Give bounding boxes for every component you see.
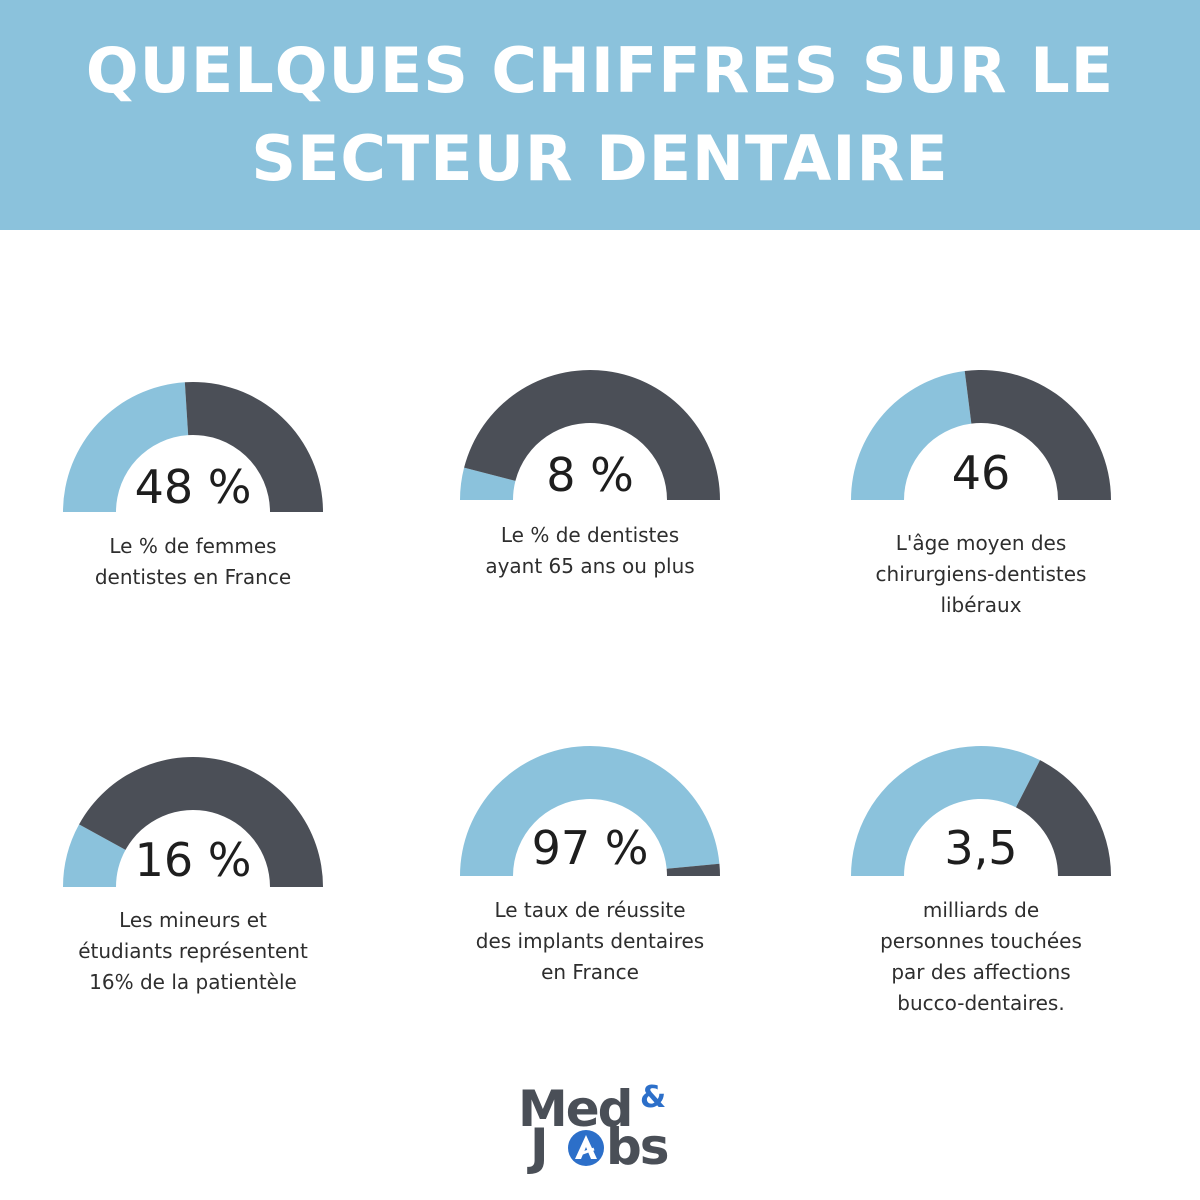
gauge-description: Le % de femmes dentistes en France [23,531,363,593]
gauge-remaining-segment [1015,760,1111,876]
gauge-description: Le taux de réussite des implants dentair… [420,895,760,988]
gauge-filled-segment [460,467,516,500]
a-logo-icon [568,1130,604,1166]
gauge-description-line: milliards de [922,898,1040,922]
gauge-arc [460,745,720,876]
gauge-arc [63,382,323,512]
gauge-description-line: ayant 65 ans ou plus [485,554,695,578]
gauge-description: Les mineurs et étudiants représentent 16… [23,905,363,998]
gauge-filled-segment [851,371,972,500]
gauge-filled-segment [63,382,189,512]
gauge-description-line: chirurgiens-dentistes [875,562,1087,586]
gauge-value: 48 % [134,460,252,514]
gauge-description-line: libéraux [940,593,1022,617]
gauge-value: 97 % [531,821,649,875]
gauge-filled-segment [460,745,720,876]
gauge-description: milliards de personnes touchées par des … [811,895,1151,1019]
gauge-description-line: Le taux de réussite [494,898,686,922]
gauge-description-line: bucco-dentaires. [897,991,1065,1015]
gauge-remaining-segment [666,863,720,876]
gauge-filled-segment [851,746,1041,876]
gauge-remaining-segment [184,382,323,512]
gauge-description-line: des implants dentaires [475,929,705,953]
logo-text-bs: bs [606,1118,670,1176]
gauge-description-line: personnes touchées [880,929,1082,953]
logo-text-j: J [530,1118,549,1176]
gauge-description: Le % de dentistes ayant 65 ans ou plus [420,520,760,582]
gauge-description-line: en France [541,960,639,984]
gauge-filled-segment [63,824,126,887]
gauge-value: 46 [951,446,1011,500]
gauge-remaining-segment [964,370,1111,500]
gauge-description-line: L'âge moyen des [895,531,1067,555]
gauge-description-line: Le % de femmes [109,534,277,558]
gauge-description: L'âge moyen des chirurgiens-dentistes li… [811,528,1151,621]
gauge-description-line: 16% de la patientèle [89,970,297,994]
gauge-description-line: étudiants représentent [78,939,308,963]
gauge-description-line: Le % de dentistes [500,523,680,547]
gauge-arc [851,746,1111,876]
gauge-value: 16 % [134,833,252,887]
gauge-remaining-segment [464,370,720,500]
gauge-description-line: dentistes en France [94,565,292,589]
header-banner: QUELQUES CHIFFRES SUR LE SECTEUR DENTAIR… [0,0,1200,230]
gauge-arc [63,757,323,887]
gauge-remaining-segment [79,757,323,887]
gauge-arc [460,370,720,500]
medjobs-logo: Med & J bs [500,1080,700,1180]
gauge-description-line: par des affections [891,960,1071,984]
page-title-line-1: QUELQUES CHIFFRES SUR LE [85,34,1115,107]
gauge-description-line: Les mineurs et [119,908,267,932]
page-title-line-2: SECTEUR DENTAIRE [251,122,949,195]
gauge-value: 3,5 [944,821,1018,875]
logo-text-med: Med [518,1080,633,1138]
logo-ampersand: & [640,1080,667,1115]
gauge-arc [851,370,1111,500]
gauge-value: 8 % [546,448,634,502]
